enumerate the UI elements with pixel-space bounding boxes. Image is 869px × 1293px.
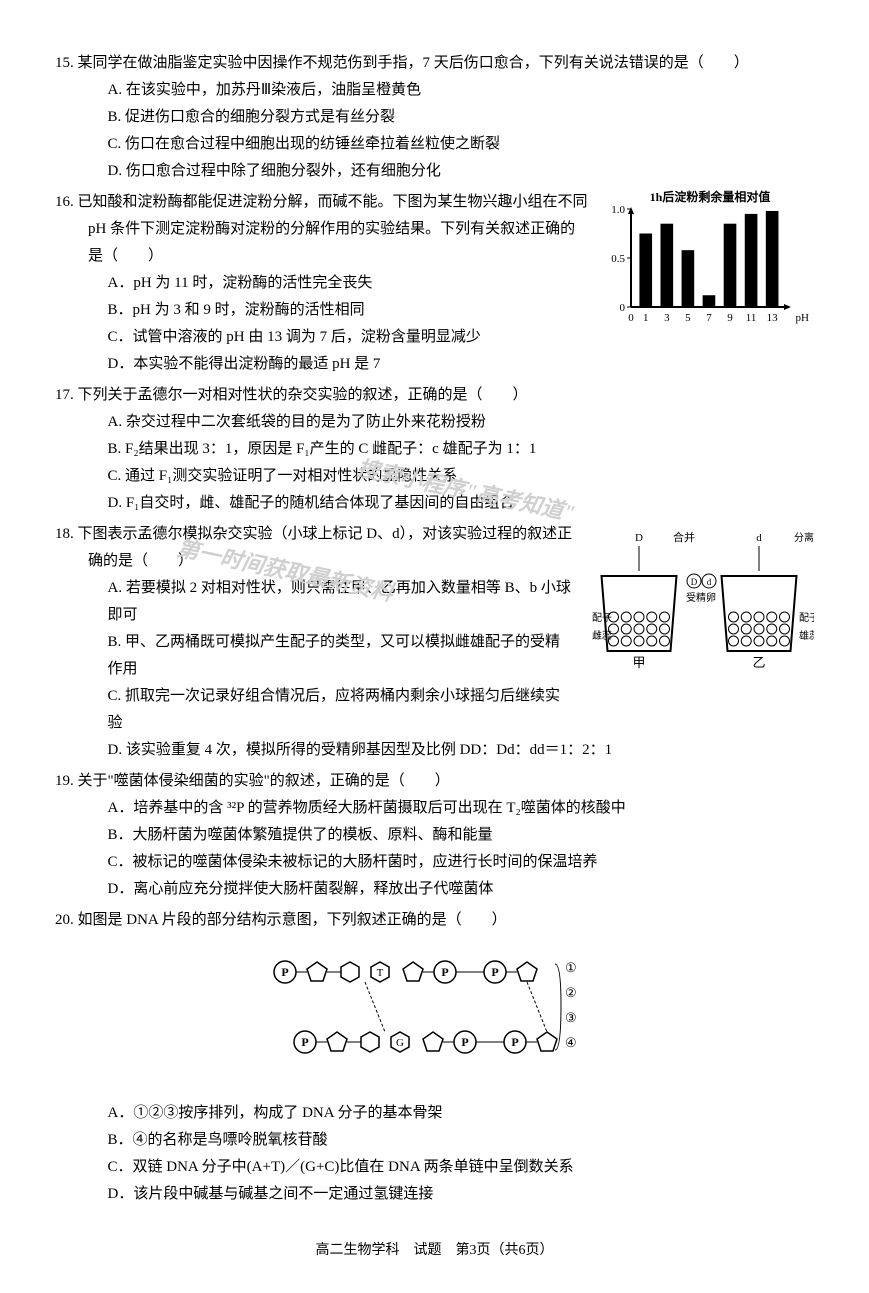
q20-option-c: C．双链 DNA 分子中(A+T)／(G+C)比值在 DNA 两条单链中呈倒数关…: [55, 1154, 814, 1181]
svg-text:G: G: [396, 1037, 404, 1049]
svg-text:受精卵: 受精卵: [686, 591, 716, 604]
svg-text:分离抓取: 分离抓取: [794, 531, 814, 544]
svg-text:P: P: [511, 1035, 518, 1049]
svg-text:P: P: [491, 965, 498, 979]
svg-text:D: D: [635, 532, 643, 544]
svg-text:1.0: 1.0: [611, 204, 625, 216]
svg-text:①: ①: [565, 960, 577, 975]
svg-text:甲: 甲: [632, 655, 645, 670]
svg-text:配子: 配子: [592, 612, 612, 624]
q19-option-d: D．离心前应充分搅拌使大肠杆菌裂解，释放出子代噬菌体: [55, 876, 814, 903]
svg-text:11: 11: [746, 312, 757, 324]
question-17: 17. 下列关于孟德尔一对相对性状的杂交实验的叙述，正确的是（ ） A. 杂交过…: [55, 382, 814, 517]
page-footer: 高二生物学科 试题 第3页（共6页）: [55, 1238, 814, 1263]
q17-option-a: A. 杂交过程中二次套纸袋的目的是为了防止外来花粉授粉: [55, 409, 814, 436]
svg-text:雄蕊: 雄蕊: [799, 629, 814, 642]
q20-diagram: P T P P P G P P ① ② ③ ④: [55, 942, 814, 1092]
q15-option-a: A. 在该实验中，加苏丹Ⅲ染液后，油脂呈橙黄色: [55, 77, 814, 104]
q19-stem: 19. 关于"噬菌体侵染细菌的实验"的叙述，正确的是（ ）: [55, 768, 814, 795]
q16-option-d: D．本实验不能得出淀粉酶的最适 pH 是 7: [55, 351, 814, 378]
question-18: 搜索小程序"高考知道" 第一时间获取最新资料 甲乙D合并d分离抓取Dd受精卵配子…: [55, 521, 814, 764]
q20-option-a: A．①②③按序排列，构成了 DNA 分子的基本骨架: [55, 1100, 814, 1127]
question-16: 1h后淀粉剩余量相对值00.51.00135791113pH 16. 已知酸和淀…: [55, 189, 814, 378]
q17-stem: 17. 下列关于孟德尔一对相对性状的杂交实验的叙述，正确的是（ ）: [55, 382, 814, 409]
svg-text:T: T: [376, 967, 383, 979]
q17-option-c: C. 通过 F₁测交实验证明了一对相对性状的显隐性关系: [55, 463, 814, 490]
svg-text:P: P: [441, 965, 448, 979]
q15-option-d: D. 伤口愈合过程中除了细胞分裂外，还有细胞分化: [55, 158, 814, 185]
svg-text:雌蕊: 雌蕊: [592, 629, 612, 642]
svg-text:③: ③: [565, 1010, 577, 1025]
svg-text:配子: 配子: [799, 612, 814, 624]
question-19: 19. 关于"噬菌体侵染细菌的实验"的叙述，正确的是（ ） A．培养基中的含 ³…: [55, 768, 814, 903]
svg-text:9: 9: [727, 312, 733, 324]
q18-option-d: D. 该实验重复 4 次，模拟所得的受精卵基因型及比例 DD：Dd：dd＝1：2…: [55, 737, 814, 764]
question-15: 15. 某同学在做油脂鉴定实验中因操作不规范伤到手指，7 天后伤口愈合，下列有关…: [55, 50, 814, 185]
q15-option-b: B. 促进伤口愈合的细胞分裂方式是有丝分裂: [55, 104, 814, 131]
q15-option-c: C. 伤口在愈合过程中细胞出现的纺锤丝牵拉着丝粒使之断裂: [55, 131, 814, 158]
svg-text:合并: 合并: [673, 530, 695, 544]
q19-option-c: C．被标记的噬菌体侵染未被标记的大肠杆菌时，应进行长时间的保温培养: [55, 849, 814, 876]
q20-stem: 20. 如图是 DNA 片段的部分结构示意图，下列叙述正确的是（ ）: [55, 907, 814, 934]
svg-text:pH: pH: [796, 312, 810, 324]
q15-stem: 15. 某同学在做油脂鉴定实验中因操作不规范伤到手指，7 天后伤口愈合，下列有关…: [55, 50, 814, 77]
svg-text:②: ②: [565, 985, 577, 1000]
svg-text:乙: 乙: [752, 655, 765, 670]
svg-text:P: P: [281, 965, 288, 979]
svg-text:7: 7: [706, 312, 712, 324]
svg-text:d: d: [707, 577, 712, 587]
svg-text:0: 0: [620, 302, 626, 314]
svg-text:P: P: [301, 1035, 308, 1049]
svg-text:d: d: [756, 532, 762, 544]
svg-text:0: 0: [628, 312, 634, 324]
svg-text:④: ④: [565, 1035, 577, 1050]
q16-chart: 1h后淀粉剩余量相对值00.51.00135791113pH: [599, 189, 814, 339]
svg-text:13: 13: [767, 312, 779, 324]
q18-diagram: 甲 乙 D 合并 d 分离抓取 Dd 受精卵配子雌蕊 配子雄蕊: [584, 521, 814, 701]
q20-option-b: B．④的名称是鸟嘌呤脱氧核苷酸: [55, 1127, 814, 1154]
q19-option-a: A．培养基中的含 ³²P 的营养物质经大肠杆菌摄取后可出现在 T₂噬菌体的核酸中: [55, 795, 814, 822]
svg-text:1: 1: [643, 312, 649, 324]
svg-text:D: D: [691, 577, 698, 587]
q20-option-d: D．该片段中碱基与碱基之间不一定通过氢键连接: [55, 1181, 814, 1208]
q17-option-b: B. F₂结果出现 3：1，原因是 F₁产生的 C 雌配子：c 雄配子为 1：1: [55, 436, 814, 463]
svg-text:3: 3: [664, 312, 670, 324]
svg-text:0.5: 0.5: [611, 253, 625, 265]
svg-text:1h后淀粉剩余量相对值: 1h后淀粉剩余量相对值: [650, 189, 771, 204]
svg-text:5: 5: [685, 312, 691, 324]
question-20: 20. 如图是 DNA 片段的部分结构示意图，下列叙述正确的是（ ） PTPPP…: [55, 907, 814, 1208]
q19-option-b: B．大肠杆菌为噬菌体繁殖提供了的模板、原料、酶和能量: [55, 822, 814, 849]
svg-text:P: P: [461, 1035, 468, 1049]
q17-option-d: D. F₁自交时，雌、雄配子的随机结合体现了基因间的自由组合: [55, 490, 814, 517]
